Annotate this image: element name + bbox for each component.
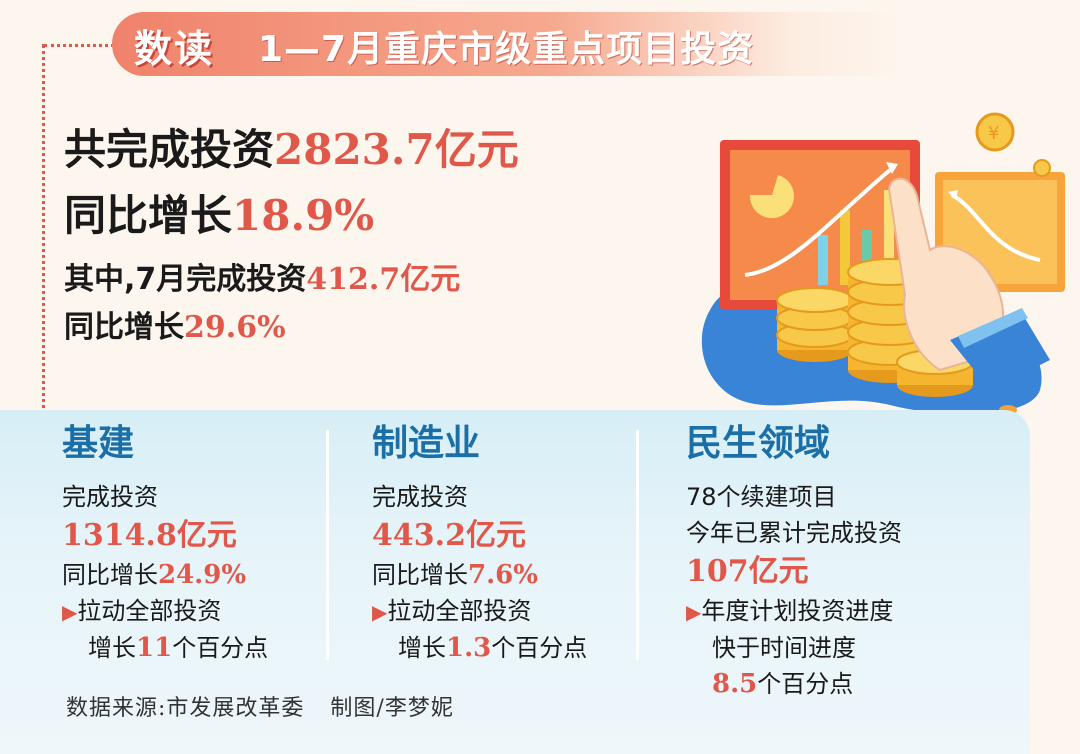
note-line: ▶拉动全部投资 <box>372 593 587 630</box>
note-text: 年度计划投资进度 <box>701 597 894 626</box>
summary-yoy-label: 同比增长 <box>64 191 233 240</box>
note-text: 拉动全部投资 <box>77 597 222 626</box>
note-value: 1.3 <box>446 633 492 664</box>
note-text: 拉动全部投资 <box>387 597 532 626</box>
summary-yoy: 同比增长18.9% <box>64 182 374 243</box>
invest-label: 完成投资 <box>372 483 468 512</box>
invest-label: 今年已累计完成投资 <box>686 519 902 548</box>
note-pre: 增长 <box>398 634 446 663</box>
column-infrastructure: 基建 完成投资 1314.8亿元 同比增长24.9% ▶拉动全部投资 增长11个… <box>62 422 268 666</box>
column-divider <box>636 430 639 660</box>
yoy-value: 7.6% <box>468 560 538 591</box>
category-panel <box>0 410 1030 754</box>
dotted-guide-vertical <box>42 44 45 416</box>
column-divider <box>326 430 329 660</box>
summary-july: 其中,7月完成投资412.7亿元 <box>64 254 460 298</box>
note-line: 增长1.3个百分点 <box>372 630 587 666</box>
note-line: ▶年度计划投资进度 <box>686 593 902 630</box>
column-manufacturing: 制造业 完成投资 443.2亿元 同比增长7.6% ▶拉动全部投资 增长1.3个… <box>372 422 587 666</box>
note-pre: 增长 <box>88 634 136 663</box>
summary-july-value: 412.7亿元 <box>306 262 461 297</box>
note-post: 个百分点 <box>757 670 854 699</box>
invest-value: 443.2亿元 <box>372 518 526 554</box>
pointing-hand-icon <box>888 177 1050 390</box>
note-line: 快于时间进度 <box>712 634 856 663</box>
summary-total-value: 2823.7亿元 <box>274 125 519 174</box>
dotted-guide-horizontal <box>44 44 114 47</box>
note-line: ▶拉动全部投资 <box>62 593 268 630</box>
summary-july-yoy: 同比增长29.6% <box>64 302 286 346</box>
note-post: 个百分点 <box>491 634 588 663</box>
data-source: 数据来源:市发展改革委 <box>66 696 305 721</box>
summary-yoy-value: 18.9% <box>232 191 375 240</box>
coin-stack-icon <box>776 287 854 362</box>
header-banner <box>112 12 912 76</box>
yoy-value: 24.9% <box>158 560 247 591</box>
summary-total: 共完成投资2823.7亿元 <box>64 116 519 177</box>
invest-label: 完成投资 <box>62 483 158 512</box>
summary-july-yoy-label: 同比增长 <box>64 310 184 345</box>
summary-total-label: 共完成投资 <box>64 125 275 174</box>
triangle-bullet-icon: ▶ <box>62 600 78 625</box>
note-line: 8.5个百分点 <box>686 666 902 702</box>
yoy-line: 同比增长24.9% <box>62 557 268 593</box>
summary-july-yoy-value: 29.6% <box>184 310 286 345</box>
summary-july-label: 其中,7月完成投资 <box>64 262 307 297</box>
note-line: 增长11个百分点 <box>62 630 268 666</box>
invest-value: 1314.8亿元 <box>62 518 237 554</box>
header-tag: 数读 <box>134 27 215 71</box>
triangle-bullet-icon: ▶ <box>372 600 388 625</box>
column-heading: 制造业 <box>372 422 481 464</box>
investment-illustration: ¥ <box>701 112 1065 415</box>
column-heading: 基建 <box>62 422 135 464</box>
column-livelihood: 民生领域 78个续建项目 今年已累计完成投资 107亿元 ▶年度计划投资进度 快… <box>686 422 902 702</box>
column-heading: 民生领域 <box>686 422 831 464</box>
yoy-label: 同比增长 <box>372 561 468 590</box>
project-count: 78个续建项目 <box>686 483 837 512</box>
note-post: 个百分点 <box>172 634 269 663</box>
header-title: 1—7月重庆市级重点项目投资 <box>258 29 755 70</box>
yoy-line: 同比增长7.6% <box>372 557 587 593</box>
triangle-bullet-icon: ▶ <box>686 600 702 625</box>
note-value: 8.5 <box>712 669 758 700</box>
note-value: 11 <box>136 633 173 664</box>
invest-value: 107亿元 <box>686 554 809 590</box>
yoy-label: 同比增长 <box>62 561 158 590</box>
chart-credit: 制图/李梦妮 <box>330 696 454 721</box>
source-credit: 数据来源:市发展改革委 制图/李梦妮 <box>66 690 454 722</box>
svg-text:¥: ¥ <box>988 123 999 144</box>
